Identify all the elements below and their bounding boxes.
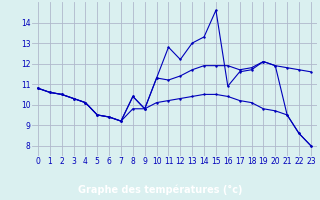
Text: Graphe des températures (°c): Graphe des températures (°c): [78, 185, 242, 195]
